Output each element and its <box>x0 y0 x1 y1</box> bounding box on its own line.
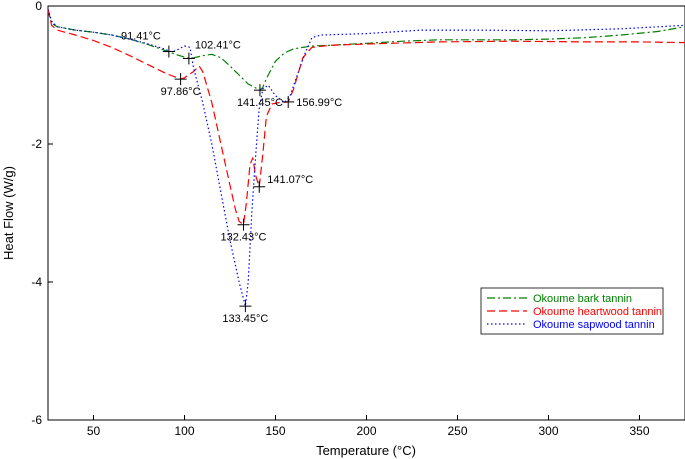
peak-label: 97.86°C <box>161 86 201 98</box>
y-tick-label: 0 <box>35 0 42 13</box>
peak-label: 91.41°C <box>121 31 161 43</box>
x-tick-label: 300 <box>538 424 558 438</box>
peak-label: 156.99°C <box>296 97 342 109</box>
peak-label: 141.45°C <box>237 97 283 109</box>
axis-ticks: 50 100 150 200 250 300 350 0 -2 -4 -6 <box>31 0 650 438</box>
series-lines <box>47 9 685 307</box>
x-tick-label: 100 <box>174 424 194 438</box>
x-tick-label: 350 <box>629 424 649 438</box>
y-tick-label: -4 <box>31 275 42 289</box>
legend-label-1: Okoume heartwood tannin <box>533 306 662 318</box>
y-tick-label: -2 <box>31 137 42 151</box>
peak-label: 133.45°C <box>222 313 268 325</box>
x-tick-label: 150 <box>265 424 285 438</box>
peak-label: 132.43°C <box>221 232 267 244</box>
y-tick-label: -6 <box>31 413 42 427</box>
peak-markers: 91.41°C 102.41°C 97.86°C 141.45°C 156.99°C 14… <box>121 31 342 326</box>
series-line-2 <box>47 9 685 307</box>
legend-label-0: Okoume bark tannin <box>533 293 632 305</box>
x-tick-label: 200 <box>356 424 376 438</box>
x-tick-label: 250 <box>447 424 467 438</box>
series-line-0 <box>47 9 685 91</box>
plot-area-frame <box>47 5 685 421</box>
legend-label-2: Okoume sapwood tannin <box>533 319 655 331</box>
x-tick-label: 50 <box>87 424 101 438</box>
peak-label: 141.07°C <box>267 174 313 186</box>
series-line-1 <box>47 9 685 226</box>
y-axis-title: Heat Flow (W/g) <box>1 166 16 260</box>
x-axis-title: Temperature (°C) <box>316 443 416 458</box>
peak-label: 102.41°C <box>195 39 241 51</box>
